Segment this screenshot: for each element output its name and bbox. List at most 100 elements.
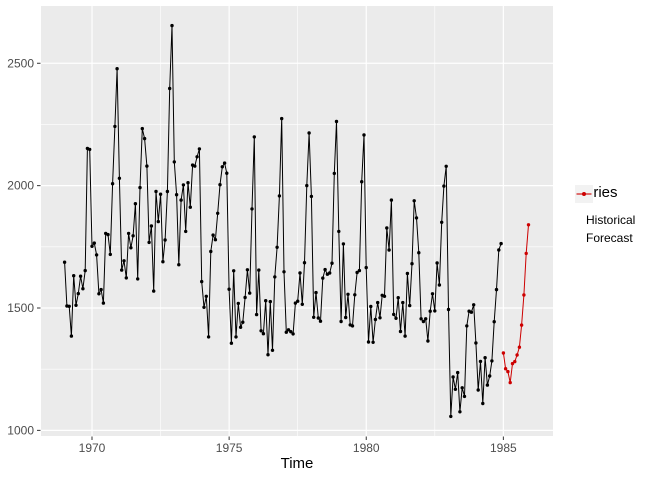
data-point-historical: [243, 295, 247, 300]
data-point-historical: [460, 386, 464, 390]
data-point-historical: [186, 181, 190, 185]
data-point-historical: [426, 339, 430, 343]
legend: Series Historical Forecast: [575, 185, 635, 247]
data-point-historical: [232, 269, 236, 273]
data-point-forecast: [526, 223, 531, 227]
x-tick-label: 1980: [353, 441, 380, 455]
data-point-historical: [355, 270, 359, 275]
data-point-historical: [236, 301, 240, 306]
data-point-historical: [344, 315, 348, 320]
data-point-historical: [147, 240, 151, 245]
data-point-historical: [250, 207, 254, 211]
data-point-historical: [403, 334, 407, 338]
data-point-historical: [74, 303, 78, 307]
x-tick-label: 1985: [490, 441, 517, 455]
x-tick-label: 1970: [79, 441, 106, 455]
data-point-historical: [282, 270, 286, 274]
data-point-historical: [444, 164, 448, 168]
data-point-historical: [318, 319, 323, 323]
data-point-historical: [177, 263, 181, 267]
data-point-historical: [238, 325, 243, 329]
data-point-historical: [67, 304, 71, 308]
data-point-historical: [94, 253, 99, 257]
data-point-historical: [195, 155, 199, 159]
data-point-historical: [110, 182, 115, 186]
data-point-historical: [478, 359, 483, 364]
data-point-historical: [442, 184, 446, 188]
data-point-historical: [307, 131, 311, 135]
y-tick-label: 2500: [7, 56, 34, 70]
data-point-historical: [323, 267, 327, 272]
data-point-historical: [277, 194, 282, 198]
data-point-historical: [389, 198, 394, 202]
data-point-historical: [462, 394, 467, 399]
data-point-historical: [120, 268, 124, 272]
data-point-historical: [222, 161, 227, 165]
data-point-historical: [284, 330, 288, 334]
data-point-historical: [453, 387, 458, 391]
data-point-historical: [392, 312, 396, 317]
data-point-historical: [298, 271, 302, 275]
data-point-historical: [145, 164, 149, 168]
data-point-historical: [280, 116, 284, 121]
data-point-historical: [158, 192, 163, 196]
data-point-historical: [200, 279, 204, 284]
data-point-historical: [401, 300, 405, 305]
data-point-historical: [142, 136, 147, 141]
data-point-historical: [314, 290, 318, 295]
data-point-forecast: [524, 251, 528, 256]
data-point-historical: [129, 246, 133, 250]
data-point-historical: [62, 260, 67, 264]
data-point-historical: [446, 307, 451, 312]
data-point-historical: [101, 301, 106, 305]
data-point-historical: [248, 291, 252, 295]
data-point-historical: [405, 271, 410, 276]
data-point-historical: [197, 147, 202, 151]
data-point-historical: [270, 348, 275, 352]
data-point-historical: [296, 299, 300, 303]
data-point-historical: [385, 226, 389, 230]
data-point-forecast: [513, 359, 517, 364]
data-point-historical: [469, 310, 474, 314]
data-point-historical: [408, 303, 412, 308]
data-point-historical: [206, 335, 211, 339]
data-point-historical: [412, 199, 416, 203]
data-point-historical: [115, 67, 119, 71]
data-point-historical: [286, 328, 291, 332]
data-point-historical: [440, 220, 444, 224]
data-point-historical: [261, 332, 266, 336]
data-point-historical: [229, 341, 234, 345]
data-point-historical: [193, 164, 197, 168]
data-point-historical: [97, 292, 101, 296]
data-point-historical: [78, 274, 83, 278]
data-point-forecast: [503, 367, 508, 371]
data-point-historical: [69, 334, 74, 338]
data-point-historical: [266, 353, 270, 357]
data-point-historical: [328, 271, 332, 275]
data-point-historical: [490, 359, 494, 363]
data-point-historical: [92, 241, 97, 245]
legend-label-historical: Historical: [586, 213, 636, 227]
data-point-historical: [350, 324, 355, 328]
data-point-historical: [476, 388, 480, 392]
data-point-historical: [337, 229, 341, 234]
data-point-forecast: [501, 351, 506, 355]
data-point-historical: [257, 268, 261, 272]
data-point-historical: [330, 261, 334, 265]
data-point-forecast: [522, 293, 526, 297]
data-point-historical: [421, 319, 426, 324]
data-point-historical: [268, 299, 272, 304]
data-point-historical: [456, 370, 460, 375]
data-point-forecast: [510, 361, 515, 366]
data-point-historical: [488, 374, 492, 378]
data-point-historical: [259, 329, 263, 333]
data-point-historical: [218, 183, 222, 187]
data-point-historical: [138, 185, 142, 190]
data-point-historical: [494, 287, 499, 292]
data-point-historical: [245, 268, 250, 272]
data-point-historical: [165, 189, 170, 194]
data-point-historical: [485, 383, 490, 387]
data-point-historical: [156, 219, 160, 224]
data-point-historical: [225, 171, 229, 175]
